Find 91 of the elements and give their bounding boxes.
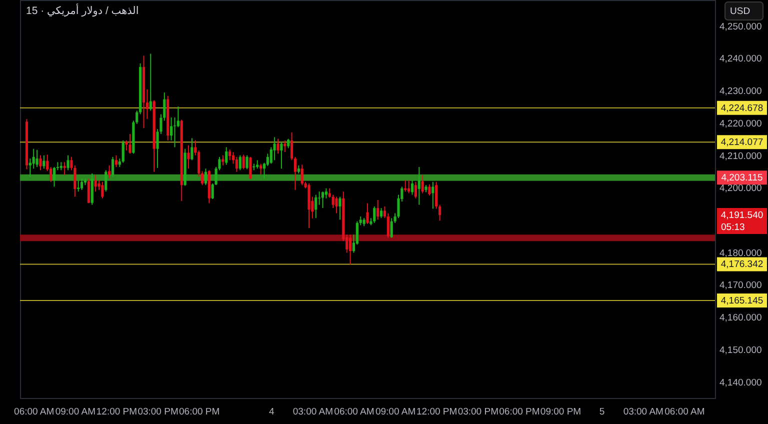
ref-line-label: 4,165.145 (720, 295, 764, 306)
candlestick (80, 178, 84, 190)
candlestick (418, 166, 420, 206)
candlestick (149, 53, 152, 112)
x-tick-label: 06:00 PM (178, 406, 220, 418)
band-label: 4,203.115 (721, 172, 763, 184)
y-tick-label: 4,240.000 (720, 54, 762, 65)
candlestick (42, 154, 46, 170)
candlestick (114, 154, 118, 168)
candlestick (432, 181, 434, 210)
text: 4,191.540 (720, 210, 764, 222)
candlestick (176, 106, 180, 128)
candlestick (321, 191, 324, 209)
y-tick-label: 4,220.000 (720, 118, 762, 130)
chart-title: الذهب / دولار أمريكي · 15 (26, 3, 139, 17)
candlestick (242, 154, 245, 170)
candlestick (380, 208, 383, 219)
candlestick (204, 168, 208, 186)
ref-line-label: 4,176.342 (720, 259, 764, 270)
candlestick (238, 154, 242, 171)
x-tick-label: 12:00 PM (416, 406, 458, 418)
candlestick (335, 196, 338, 214)
candlestick (94, 174, 97, 192)
candlestick (235, 156, 238, 172)
candlestick (108, 164, 111, 180)
ref-line-label: 4,224.678 (720, 102, 764, 114)
candlestick (228, 148, 232, 161)
candlestick (104, 170, 108, 192)
candlestick (122, 140, 124, 164)
candlestick (428, 184, 431, 196)
x-tick-label: 09:00 AM (55, 406, 96, 418)
candlestick (222, 154, 224, 166)
x-tick-label: 12:00 PM (96, 406, 138, 418)
y-tick-label: 4,230.000 (720, 86, 762, 98)
candlestick (386, 212, 390, 238)
candlestick (287, 138, 290, 149)
candlestick (63, 162, 66, 176)
x-tick-label: 03:00 PM (138, 406, 178, 418)
candlestick (225, 146, 228, 166)
candlestick (366, 202, 369, 224)
candlestick (318, 191, 321, 206)
candlestick (276, 138, 280, 154)
candlestick (421, 174, 424, 194)
candlestick (348, 234, 352, 265)
candlestick (187, 144, 190, 170)
candlestick (32, 148, 35, 170)
candlestick (101, 181, 104, 199)
x-tick-label: 09:00 PM (540, 406, 582, 418)
y-tick-label: 4,250.000 (720, 21, 762, 32)
candlestick (376, 199, 380, 220)
y-tick-label: 4,170.000 (720, 280, 762, 292)
candlestick (373, 206, 376, 224)
candlestick (314, 194, 318, 219)
candlestick (111, 156, 114, 178)
candlestick (249, 156, 252, 180)
y-tick-label: 4,200.000 (720, 183, 762, 194)
x-tick-label: 06:00 AM (14, 406, 54, 418)
candlestick (66, 154, 70, 171)
candlestick (414, 181, 417, 199)
candlestick (410, 180, 414, 196)
candlestick (52, 166, 56, 188)
y-tick-label: 4,150.000 (720, 344, 762, 356)
y-tick-label: 4,210.000 (720, 150, 762, 162)
x-tick-label: 06:00 AM (334, 406, 374, 418)
x-tick-label: 03:00 AM (292, 406, 334, 418)
x-tick-label: 03:00 PM (458, 406, 499, 418)
candlestick (77, 180, 80, 192)
candlestick (128, 133, 132, 154)
candlestick (36, 149, 38, 168)
x-tick-label: 03:00 AM (623, 406, 664, 418)
candlestick (284, 140, 286, 153)
y-tick-label: 4,180.000 (720, 248, 762, 259)
x-tick-label: 09:00 AM (375, 406, 416, 418)
candlestick (338, 196, 342, 220)
candlestick (246, 154, 248, 170)
candlestick (280, 142, 283, 170)
candlestick (300, 164, 304, 186)
candlestick (87, 178, 90, 204)
ref-line-label: 4,214.077 (720, 137, 764, 148)
candlestick (332, 194, 334, 209)
candlestick (273, 136, 276, 161)
candlestick (39, 154, 42, 171)
text: 05:13 (721, 222, 745, 234)
y-tick-label: 4,160.000 (720, 312, 762, 324)
y-axis-title: USD (730, 6, 750, 17)
candlestick (190, 138, 194, 161)
y-tick-label: 4,140.000 (720, 377, 762, 388)
x-tick-label: 06:00 AM (664, 406, 705, 418)
x-tick-label: 06:00 PM (499, 406, 540, 418)
x-tick-label: 4 (268, 406, 274, 418)
x-tick-label: 5 (599, 406, 605, 418)
